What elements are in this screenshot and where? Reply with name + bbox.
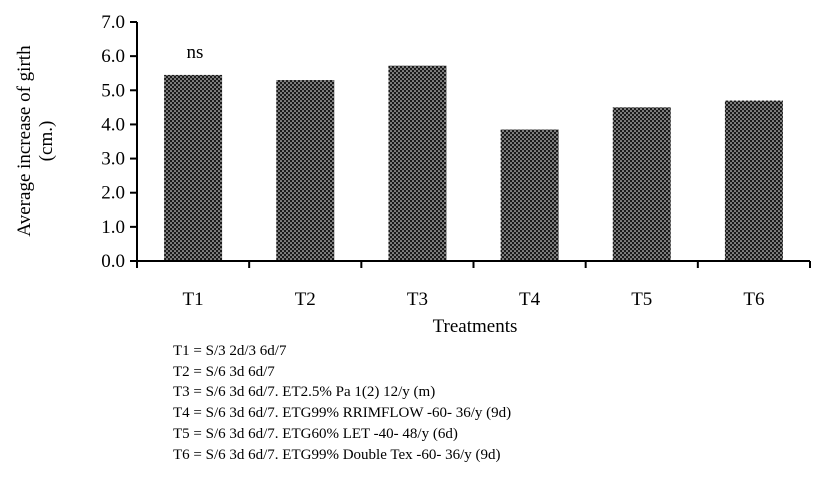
x-tick-label-t5: T5: [631, 289, 652, 310]
y-tick-label: 2.0: [101, 183, 125, 204]
x-axis-title: Treatments: [433, 316, 518, 337]
bar-t3: [388, 65, 447, 262]
legend-item-t5: T5 = S/6 3d 6d/7. ETG60% LET -40- 48/y (…: [173, 425, 458, 442]
bar-t1: [164, 74, 223, 262]
x-tick-label-t6: T6: [743, 289, 764, 310]
x-tick-labels: T1 T2 T3 T4 T5 T6: [183, 289, 765, 310]
bar-chart: 0.0 1.0 2.0 3.0 4.0 5.0 6.0 7.0 T1 T2 T3 T4 T5 T6 ns…: [14, 12, 811, 337]
y-axis-title-line1: Average increase of girth: [14, 45, 35, 237]
legend-item-t2: T2 = S/6 3d 6d/7: [173, 363, 275, 380]
y-tick-labels: 0.0 1.0 2.0 3.0 4.0 5.0 6.0 7.0: [101, 12, 125, 272]
annotation-ns: ns: [187, 42, 204, 63]
legend-item-t6: T6 = S/6 3d 6d/7. ETG99% Double Tex -60-…: [173, 446, 501, 463]
y-axis-title-line2: (cm.): [36, 121, 57, 162]
y-tick-label: 3.0: [101, 149, 125, 170]
bar-t6: [724, 100, 783, 262]
x-tick-label-t3: T3: [407, 289, 428, 310]
x-tick-label-t2: T2: [295, 289, 316, 310]
x-tick-label-t4: T4: [519, 289, 541, 310]
bar-series: [164, 65, 783, 262]
legend-item-t1: T1 = S/3 2d/3 6d/7: [173, 343, 287, 359]
y-tick-label: 6.0: [101, 46, 125, 67]
axes: [130, 21, 811, 268]
bar-t2: [276, 80, 335, 262]
treatment-legend: T1 = S/3 2d/3 6d/7 T2 = S/6 3d 6d/7 T3 =…: [173, 341, 511, 465]
legend-item-t3: T3 = S/6 3d 6d/7. ET2.5% Pa 1(2) 12/y (m…: [173, 384, 436, 401]
y-tick-label: 1.0: [101, 217, 125, 238]
legend-item-t4: T4 = S/6 3d 6d/7. ETG99% RRIMFLOW -60- 3…: [173, 405, 512, 422]
y-axis-title: Average increase of girth (cm.): [14, 45, 57, 237]
bar-t5: [612, 107, 671, 261]
y-tick-label: 4.0: [101, 114, 125, 135]
x-tick-label-t1: T1: [183, 289, 204, 310]
y-tick-label: 7.0: [101, 12, 125, 33]
bar-t4: [500, 129, 559, 261]
y-tick-label: 0.0: [101, 251, 125, 272]
y-tick-label: 5.0: [101, 80, 125, 101]
